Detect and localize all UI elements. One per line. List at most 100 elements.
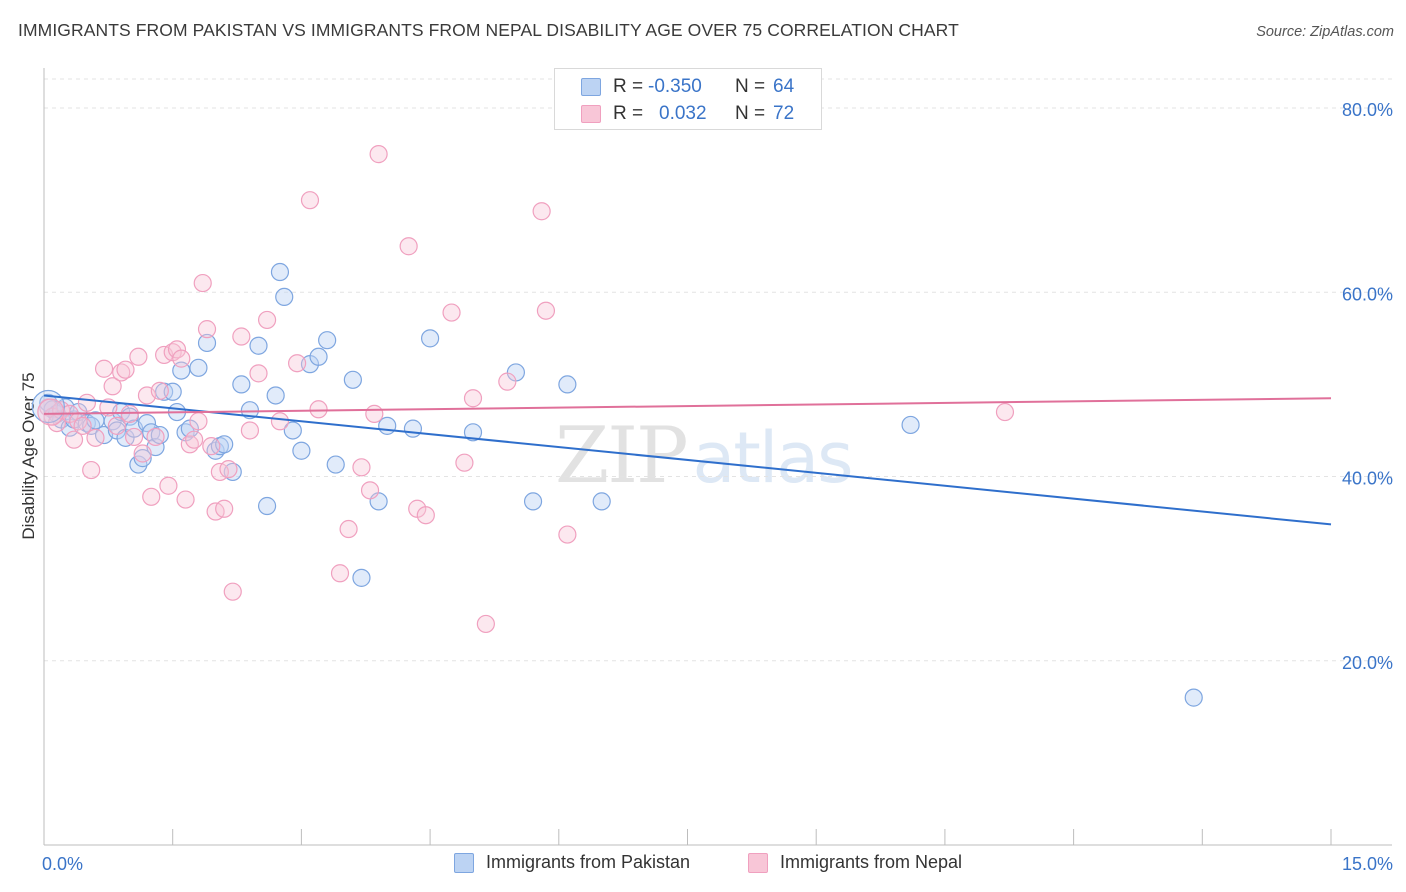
- point-pakistan: [343, 370, 362, 389]
- point-pakistan: [270, 262, 290, 282]
- legend-item-nepal: Immigrants from Nepal: [748, 852, 962, 873]
- point-nepal: [219, 460, 238, 479]
- point-nepal: [365, 404, 384, 423]
- point-nepal: [442, 303, 461, 322]
- legend-n-label: N =: [735, 103, 766, 124]
- point-pakistan: [197, 333, 217, 353]
- point-nepal: [257, 310, 277, 330]
- point-nepal: [142, 487, 161, 506]
- point-nepal: [116, 360, 135, 379]
- point-pakistan: [257, 496, 277, 516]
- point-nepal: [146, 427, 165, 447]
- point-pakistan: [378, 416, 397, 435]
- legend-r-value: 0.032: [659, 103, 707, 124]
- point-pakistan: [283, 421, 302, 440]
- point-pakistan: [309, 347, 328, 366]
- point-nepal: [185, 430, 204, 449]
- correlation-legend: R = -0.350 N = 64 R = 0.032 N = 72: [554, 68, 822, 130]
- point-nepal: [124, 427, 144, 447]
- point-pakistan: [163, 382, 182, 401]
- point-pakistan: [463, 423, 483, 442]
- point-nepal: [369, 145, 388, 164]
- legend-swatch-pakistan: [581, 78, 601, 96]
- legend-label-pakistan: Immigrants from Pakistan: [486, 852, 691, 872]
- legend-r-label: R =: [613, 76, 644, 97]
- point-pakistan: [189, 358, 208, 377]
- point-nepal: [498, 372, 517, 391]
- point-nepal: [339, 519, 358, 539]
- point-nepal: [133, 444, 152, 463]
- point-nepal: [288, 354, 307, 373]
- x-tick-label: 15.0%: [1342, 854, 1393, 874]
- point-nepal: [107, 416, 127, 435]
- legend-swatch-nepal: [748, 852, 768, 873]
- point-pakistan: [318, 331, 337, 350]
- legend-swatch-nepal: [581, 105, 601, 123]
- legend-r-label: R =: [613, 103, 644, 124]
- legend-n-value: 64: [773, 76, 795, 97]
- point-nepal: [94, 359, 114, 378]
- point-nepal: [352, 458, 371, 477]
- point-pakistan: [266, 386, 285, 405]
- point-nepal: [416, 506, 435, 525]
- point-pakistan: [403, 419, 423, 438]
- point-nepal: [995, 402, 1015, 422]
- legend-n-value: 72: [773, 103, 795, 124]
- y-tick-label: 80.0%: [1342, 100, 1393, 120]
- point-nepal: [300, 191, 320, 210]
- point-nepal: [360, 481, 380, 500]
- point-nepal: [463, 389, 483, 408]
- point-nepal: [330, 564, 350, 583]
- point-nepal: [399, 237, 418, 256]
- point-pakistan: [352, 568, 371, 587]
- point-nepal: [197, 320, 217, 339]
- point-pakistan: [421, 329, 440, 348]
- point-nepal: [167, 340, 187, 359]
- point-pakistan: [275, 287, 294, 306]
- legend-swatch-pakistan: [454, 852, 474, 873]
- point-nepal: [129, 347, 148, 366]
- point-nepal: [270, 412, 290, 431]
- point-nepal: [73, 416, 92, 435]
- point-nepal: [558, 525, 577, 544]
- point-pakistan: [326, 455, 345, 474]
- point-pakistan: [1184, 688, 1203, 707]
- point-nepal: [176, 490, 195, 509]
- point-nepal: [536, 301, 556, 320]
- point-nepal-cluster: [37, 398, 65, 426]
- point-nepal: [223, 582, 242, 601]
- trend-line-nepal: [43, 397, 1332, 415]
- point-nepal: [189, 412, 208, 431]
- point-pakistan: [133, 449, 152, 468]
- point-pakistan: [137, 414, 157, 433]
- point-pakistan: [901, 415, 920, 435]
- point-nepal: [64, 430, 84, 449]
- point-nepal: [309, 400, 328, 419]
- point-pakistan: [240, 401, 260, 420]
- source-label: Source: ZipAtlas.com: [1256, 24, 1394, 40]
- point-nepal: [476, 614, 495, 634]
- legend-item-pakistan: Immigrants from Pakistan: [454, 852, 690, 873]
- trend-line-pakistan: [43, 394, 1332, 526]
- y-tick-label: 60.0%: [1342, 284, 1393, 304]
- point-nepal: [150, 381, 169, 400]
- point-nepal: [532, 202, 551, 221]
- point-nepal: [77, 393, 97, 412]
- point-pakistan: [232, 375, 251, 394]
- point-nepal: [240, 421, 260, 440]
- y-tick-label: 40.0%: [1342, 469, 1393, 489]
- point-nepal: [172, 349, 191, 368]
- point-nepal: [249, 364, 268, 383]
- point-pakistan: [523, 492, 543, 511]
- point-nepal: [232, 327, 251, 346]
- point-nepal: [103, 377, 122, 396]
- legend-n-label: N =: [735, 76, 766, 97]
- legend-r-value: -0.350: [648, 76, 702, 97]
- point-nepal: [193, 273, 212, 293]
- point-nepal: [455, 453, 474, 472]
- series-legend: Immigrants from Pakistan Immigrants from…: [0, 852, 1406, 878]
- point-nepal: [159, 476, 178, 495]
- point-nepal: [202, 437, 221, 456]
- point-pakistan: [558, 375, 577, 394]
